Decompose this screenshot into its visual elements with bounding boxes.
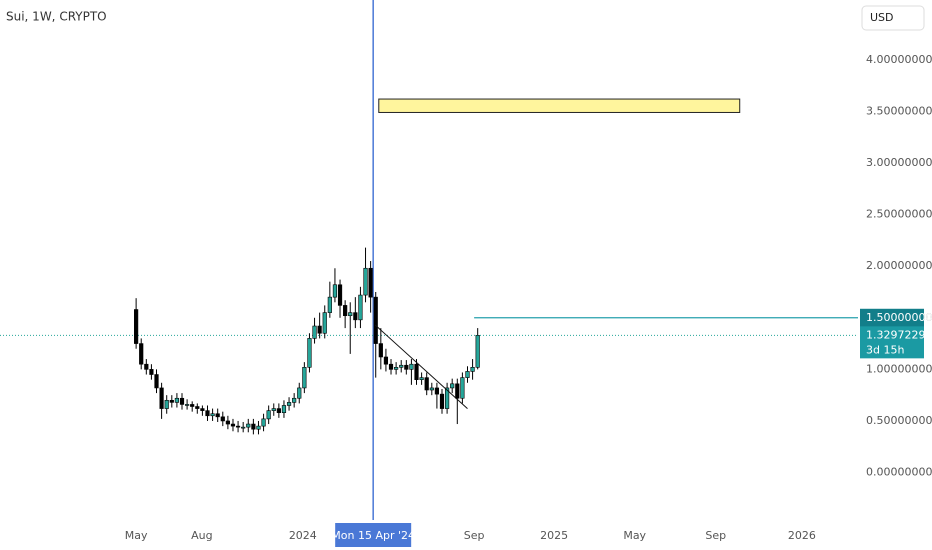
x-tick-label: May	[125, 529, 148, 542]
candle-body	[322, 312, 327, 334]
candle-body	[134, 309, 139, 344]
candle-body	[297, 387, 302, 399]
candle-body	[373, 296, 378, 344]
candle-body	[455, 383, 460, 399]
candle-body	[241, 426, 246, 429]
candle-body	[475, 335, 480, 368]
candle-body	[292, 397, 297, 403]
candle-body	[169, 400, 174, 403]
trend-line	[374, 324, 468, 409]
candle-body	[343, 305, 348, 317]
candle-body	[271, 408, 276, 411]
candle-body	[327, 296, 332, 313]
candle-body	[409, 363, 414, 370]
candle-body	[215, 413, 220, 418]
candle-body	[383, 356, 389, 365]
candle-body	[144, 363, 149, 370]
candle-body	[235, 425, 241, 428]
zone-box	[378, 98, 741, 113]
candle-body	[307, 338, 312, 368]
y-tick-label: 3.500000000	[866, 104, 932, 117]
candle-body	[246, 423, 251, 428]
candle-body	[164, 400, 169, 409]
level-badge	[860, 308, 924, 327]
candle-body	[256, 425, 261, 430]
x-tick-label: May	[623, 529, 646, 542]
currency-button[interactable]	[861, 5, 925, 31]
candle-body	[388, 363, 394, 370]
candle-body	[470, 367, 475, 372]
candle-body	[394, 367, 399, 370]
countdown-label: 3d 15h	[866, 343, 904, 356]
x-tick-label: 2026	[788, 529, 816, 542]
candle-body	[230, 423, 236, 427]
candle-body	[348, 312, 353, 317]
candle-body	[434, 387, 440, 395]
x-tick-label: Sep	[705, 529, 726, 542]
candle-body	[460, 377, 465, 399]
candle-body	[424, 377, 429, 391]
candle-body	[281, 405, 287, 413]
candle-body	[276, 408, 281, 413]
candle-body	[302, 367, 307, 389]
candle-body	[149, 369, 154, 375]
candle-body	[444, 387, 450, 409]
candle-body	[195, 406, 200, 409]
x-tick-label: Sep	[464, 529, 485, 542]
candle-body	[220, 416, 225, 422]
x-tick-label: Aug	[191, 529, 212, 542]
candle-body	[439, 393, 445, 409]
candle-body	[266, 410, 271, 420]
candle-body	[225, 420, 230, 425]
candle-body	[210, 413, 215, 417]
crosshair-label: Mon 15 Apr '24	[331, 529, 415, 542]
candle-body	[205, 410, 210, 417]
candle-body	[353, 312, 358, 321]
candle-body	[363, 267, 368, 296]
candle-body	[174, 397, 180, 403]
candle-body	[465, 371, 470, 378]
chart-title: Sui, 1W, CRYPTO	[6, 10, 107, 24]
candle-body	[251, 423, 256, 430]
x-tick-label: 2024	[289, 529, 317, 542]
candle-body	[332, 284, 338, 298]
candle-body	[399, 364, 404, 368]
candle-body	[404, 364, 409, 370]
level-badge-label: 1.500000000	[866, 311, 932, 324]
candle-body	[286, 402, 292, 406]
candle-body	[159, 387, 164, 409]
candle-body	[358, 294, 363, 321]
candle-body	[200, 408, 205, 411]
candle-body	[261, 418, 266, 427]
x-tick-label: 2025	[540, 529, 568, 542]
crosshair-label-box	[335, 523, 412, 547]
currency-label[interactable]: USD	[870, 11, 894, 24]
candle-body	[337, 284, 343, 306]
candle-body	[414, 363, 419, 380]
y-tick-label: 2.500000000	[866, 208, 932, 221]
candle-body	[429, 387, 434, 391]
candle-body	[312, 325, 317, 339]
candle-body	[139, 343, 144, 365]
candle-body	[419, 377, 424, 380]
candle-body	[317, 325, 322, 334]
last-price-badge	[860, 326, 924, 359]
candle-body	[368, 267, 373, 298]
candle-body	[450, 383, 455, 389]
candle-body	[378, 343, 383, 358]
candle-body	[190, 404, 195, 407]
candle-body	[154, 374, 159, 389]
candle-body	[184, 404, 190, 406]
y-tick-label: 0.500000000	[866, 414, 932, 427]
candle-body	[179, 397, 185, 405]
last-price-label: 1.329722924	[866, 328, 932, 341]
